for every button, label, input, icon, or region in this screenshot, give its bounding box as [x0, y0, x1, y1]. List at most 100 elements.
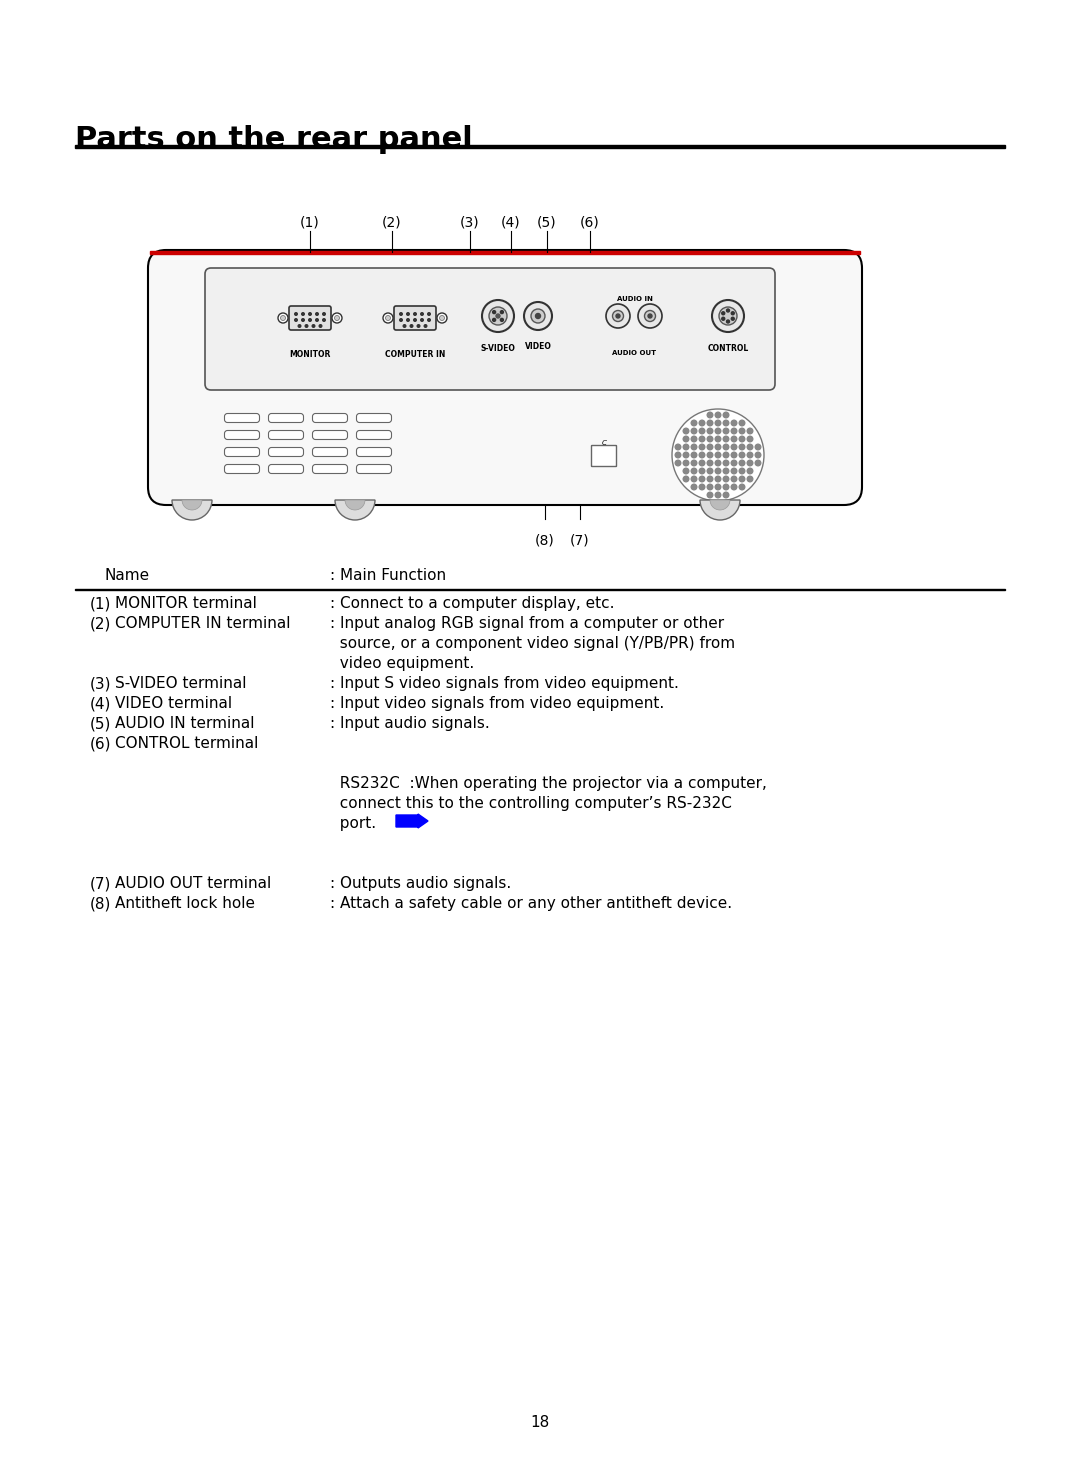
Circle shape — [739, 461, 745, 467]
Wedge shape — [700, 500, 740, 519]
Circle shape — [755, 461, 760, 467]
Circle shape — [715, 420, 720, 425]
Circle shape — [616, 314, 620, 318]
Circle shape — [407, 318, 409, 321]
Circle shape — [731, 452, 737, 458]
Circle shape — [536, 314, 540, 318]
Circle shape — [739, 436, 745, 442]
Circle shape — [691, 461, 697, 467]
FancyBboxPatch shape — [312, 447, 348, 456]
Text: (5): (5) — [537, 216, 557, 229]
FancyBboxPatch shape — [312, 465, 348, 474]
Circle shape — [691, 436, 697, 442]
Circle shape — [648, 314, 652, 318]
Wedge shape — [335, 500, 375, 519]
Circle shape — [437, 312, 447, 323]
Text: S-VIDEO: S-VIDEO — [481, 343, 515, 354]
Text: (1): (1) — [90, 596, 111, 610]
Circle shape — [315, 318, 319, 321]
Circle shape — [715, 493, 720, 497]
Text: 18: 18 — [530, 1416, 550, 1430]
Circle shape — [323, 318, 325, 321]
FancyBboxPatch shape — [205, 268, 775, 390]
Circle shape — [295, 312, 297, 315]
Wedge shape — [172, 500, 212, 519]
Circle shape — [675, 452, 680, 458]
Circle shape — [707, 493, 713, 497]
Circle shape — [301, 312, 305, 315]
Text: COMPUTER IN terminal: COMPUTER IN terminal — [114, 616, 291, 631]
Wedge shape — [345, 500, 365, 511]
FancyBboxPatch shape — [592, 446, 617, 467]
Circle shape — [684, 468, 689, 474]
Text: (4): (4) — [90, 695, 111, 711]
Circle shape — [699, 461, 705, 467]
Circle shape — [386, 315, 391, 320]
Circle shape — [606, 304, 630, 329]
Circle shape — [691, 477, 697, 481]
FancyBboxPatch shape — [356, 447, 391, 456]
Circle shape — [414, 318, 416, 321]
Circle shape — [428, 312, 430, 315]
Wedge shape — [710, 500, 730, 511]
Circle shape — [312, 324, 314, 327]
Circle shape — [410, 324, 413, 327]
Wedge shape — [183, 500, 202, 511]
Text: MONITOR: MONITOR — [289, 351, 330, 359]
Circle shape — [691, 468, 697, 474]
Text: AUDIO IN terminal: AUDIO IN terminal — [114, 716, 255, 731]
Text: : Input analog RGB signal from a computer or other: : Input analog RGB signal from a compute… — [330, 616, 724, 631]
Circle shape — [675, 445, 680, 450]
Circle shape — [707, 436, 713, 442]
Circle shape — [699, 436, 705, 442]
Circle shape — [315, 312, 319, 315]
Text: (5): (5) — [90, 716, 111, 731]
Text: (1): (1) — [300, 216, 320, 229]
FancyBboxPatch shape — [225, 414, 259, 422]
Text: : Attach a safety cable or any other antitheft device.: : Attach a safety cable or any other ant… — [330, 896, 732, 911]
Circle shape — [747, 477, 753, 481]
Circle shape — [612, 311, 623, 321]
Circle shape — [684, 452, 689, 458]
Text: Name: Name — [105, 568, 150, 582]
Circle shape — [489, 307, 507, 326]
Circle shape — [747, 461, 753, 467]
FancyBboxPatch shape — [269, 447, 303, 456]
Circle shape — [721, 317, 725, 320]
Text: (4): (4) — [501, 216, 521, 229]
Text: (6): (6) — [580, 216, 599, 229]
Circle shape — [724, 493, 729, 497]
Circle shape — [715, 428, 720, 434]
Text: Parts on the rear panel: Parts on the rear panel — [75, 125, 473, 154]
Circle shape — [691, 445, 697, 450]
Text: port.: port. — [330, 816, 376, 830]
Circle shape — [731, 468, 737, 474]
Circle shape — [707, 452, 713, 458]
FancyBboxPatch shape — [269, 414, 303, 422]
Bar — [75, 588, 1005, 590]
Circle shape — [739, 484, 745, 490]
Circle shape — [421, 312, 423, 315]
Circle shape — [727, 320, 729, 323]
Circle shape — [500, 311, 503, 314]
Text: video equipment.: video equipment. — [330, 656, 474, 670]
Text: AUDIO IN: AUDIO IN — [617, 296, 653, 302]
Text: (7): (7) — [90, 876, 111, 890]
Circle shape — [699, 445, 705, 450]
Circle shape — [731, 428, 737, 434]
Circle shape — [731, 312, 734, 315]
Text: CONTROL terminal: CONTROL terminal — [114, 736, 258, 751]
Circle shape — [691, 484, 697, 490]
Circle shape — [531, 310, 545, 323]
Circle shape — [323, 312, 325, 315]
Circle shape — [691, 420, 697, 425]
Circle shape — [278, 312, 288, 323]
Circle shape — [383, 312, 393, 323]
Circle shape — [731, 445, 737, 450]
Circle shape — [335, 315, 339, 320]
Circle shape — [500, 318, 503, 321]
Circle shape — [707, 428, 713, 434]
Circle shape — [755, 445, 760, 450]
FancyBboxPatch shape — [269, 465, 303, 474]
Circle shape — [699, 484, 705, 490]
